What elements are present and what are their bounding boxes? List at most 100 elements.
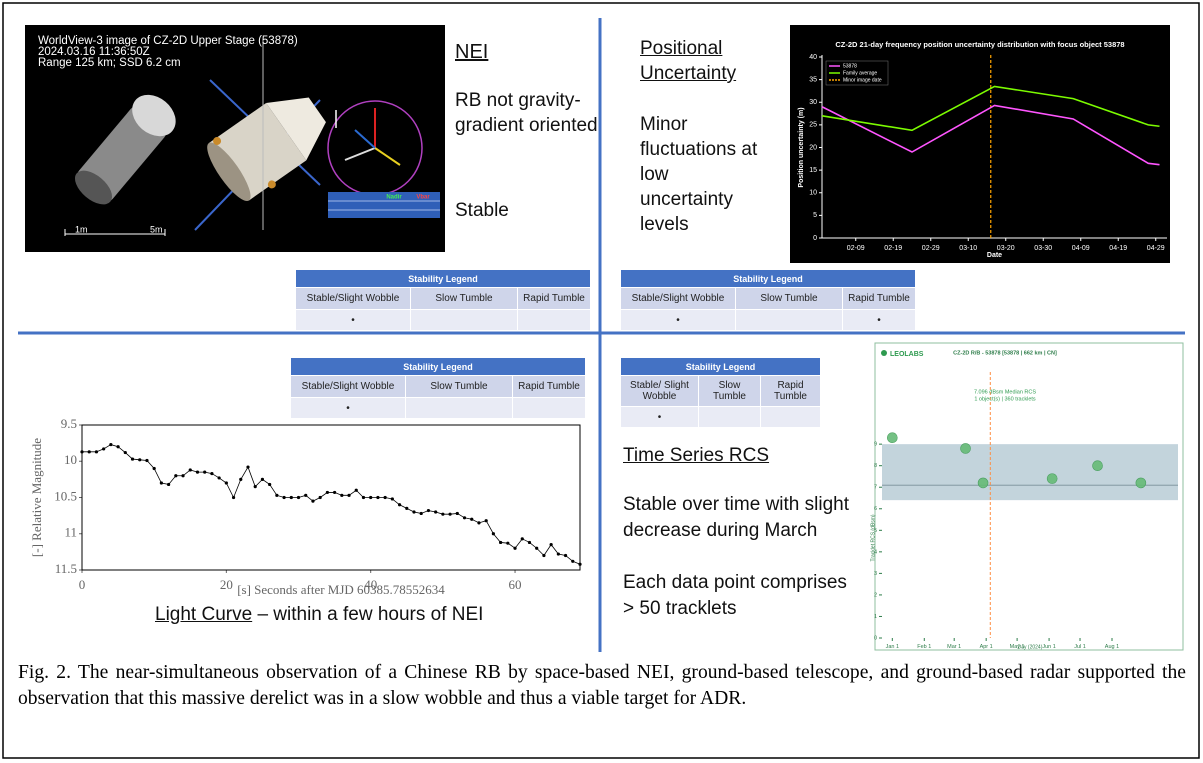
table-header-row: Stability Legend [621, 270, 916, 288]
data-point [232, 496, 235, 499]
data-point [1047, 474, 1057, 484]
stability-table: Stability LegendStable/Slight WobbleSlow… [620, 269, 916, 331]
data-point [1136, 478, 1146, 488]
data-point [362, 496, 365, 499]
annotation: 7.096 dBsm Median RCS [974, 389, 1036, 395]
y-tick-label: 9 [874, 442, 877, 448]
caption-underlined: Light Curve [155, 604, 252, 625]
table-header: Nadir [386, 195, 402, 201]
data-point [477, 521, 480, 524]
x-tick-label: 02-29 [922, 245, 940, 252]
data-point [174, 474, 177, 477]
data-point [485, 519, 488, 522]
data-point [521, 537, 524, 540]
image-caption: Range 125 km; SSD 6.2 cm [38, 57, 181, 69]
data-point [261, 478, 264, 481]
table-header-row: Stability Legend [296, 270, 591, 288]
data-point [405, 507, 408, 510]
data-point [347, 494, 350, 497]
column-label: Rapid Tumble [843, 288, 916, 310]
y-tick-label: 10 [64, 452, 77, 467]
data-point [557, 552, 560, 555]
data-point [463, 516, 466, 519]
y-tick-label: 15 [809, 167, 817, 174]
data-point [384, 496, 387, 499]
y-tick-label: 3 [874, 571, 877, 577]
figure-page: Nadir Vbar WorldView-3 image of CZ-2D Up… [0, 0, 1203, 763]
table-title: Stability Legend [296, 270, 591, 288]
y-tick-label: 1 [874, 614, 877, 620]
data-point [304, 494, 307, 497]
data-point [167, 483, 170, 486]
column-label: Stable/Slight Wobble [291, 376, 406, 398]
x-axis-label: Day (2024) [1018, 644, 1043, 650]
x-tick-label: Aug 1 [1105, 644, 1119, 650]
data-point [369, 496, 372, 499]
data-point [109, 443, 112, 446]
y-tick-label: 8 [874, 463, 877, 469]
data-point [499, 541, 502, 544]
table-row: •• [621, 310, 916, 331]
y-tick-label: 40 [809, 54, 817, 61]
x-tick-label: 03-20 [997, 245, 1015, 252]
table-title: Stability Legend [621, 270, 916, 288]
data-point [412, 510, 415, 513]
data-point [189, 468, 192, 471]
y-tick-label: 0 [813, 235, 817, 242]
table-row: • [296, 310, 591, 331]
data-point [297, 496, 300, 499]
column-label: Slow Tumble [411, 288, 518, 310]
data-point [254, 485, 257, 488]
rcs-band [882, 444, 1178, 500]
chart-title: CZ-2D R/B - 53878 [53878 | 662 km | CN] [953, 350, 1057, 356]
table-cell [518, 310, 591, 331]
data-point [333, 491, 336, 494]
y-tick-label: 35 [809, 76, 817, 83]
data-point [1093, 461, 1103, 471]
y-tick-label: 25 [809, 122, 817, 129]
data-point [376, 496, 379, 499]
brand: LEOLABS [890, 351, 924, 358]
caption-rest: – within a few hours of NEI [257, 604, 483, 625]
panel-note: RB not gravity-gradient oriented [455, 88, 605, 138]
data-point [887, 433, 897, 443]
data-point [513, 547, 516, 550]
table-cell: • [291, 398, 406, 419]
y-tick-label: 0 [874, 635, 877, 641]
column-label: Rapid Tumble [513, 376, 586, 398]
table-title: Stability Legend [291, 358, 586, 376]
data-point [961, 443, 971, 453]
x-tick-label: 02-09 [847, 245, 865, 252]
column-label: Stable/Slight Wobble [296, 288, 411, 310]
data-point [124, 451, 127, 454]
data-point [181, 474, 184, 477]
series-line [82, 445, 580, 565]
x-axis-label: [s] Seconds after MJD 60385.78552634 [237, 582, 445, 597]
y-tick-label: 10.5 [54, 488, 77, 503]
table-cell [699, 407, 761, 428]
panel-heading: NEI [455, 40, 488, 65]
data-point [88, 450, 91, 453]
data-point [311, 500, 314, 503]
x-tick-label: Feb 1 [917, 644, 931, 650]
data-point [225, 481, 228, 484]
data-point [326, 491, 329, 494]
legend-label: 53878 [843, 63, 857, 69]
data-point [138, 458, 141, 461]
x-tick-label: 02-19 [884, 245, 902, 252]
table-cell: • [296, 310, 411, 331]
table-cell: • [843, 310, 916, 331]
x-tick-label: 04-09 [1072, 245, 1090, 252]
y-tick-label: 6 [874, 506, 877, 512]
table-row: • [621, 407, 821, 428]
x-tick-label: 20 [220, 577, 233, 592]
data-point [95, 450, 98, 453]
figure-caption: Fig. 2. The near-simultaneous observatio… [18, 660, 1186, 712]
column-label: Slow Tumble [699, 376, 761, 407]
data-point [268, 483, 271, 486]
x-tick-label: 03-10 [959, 245, 977, 252]
